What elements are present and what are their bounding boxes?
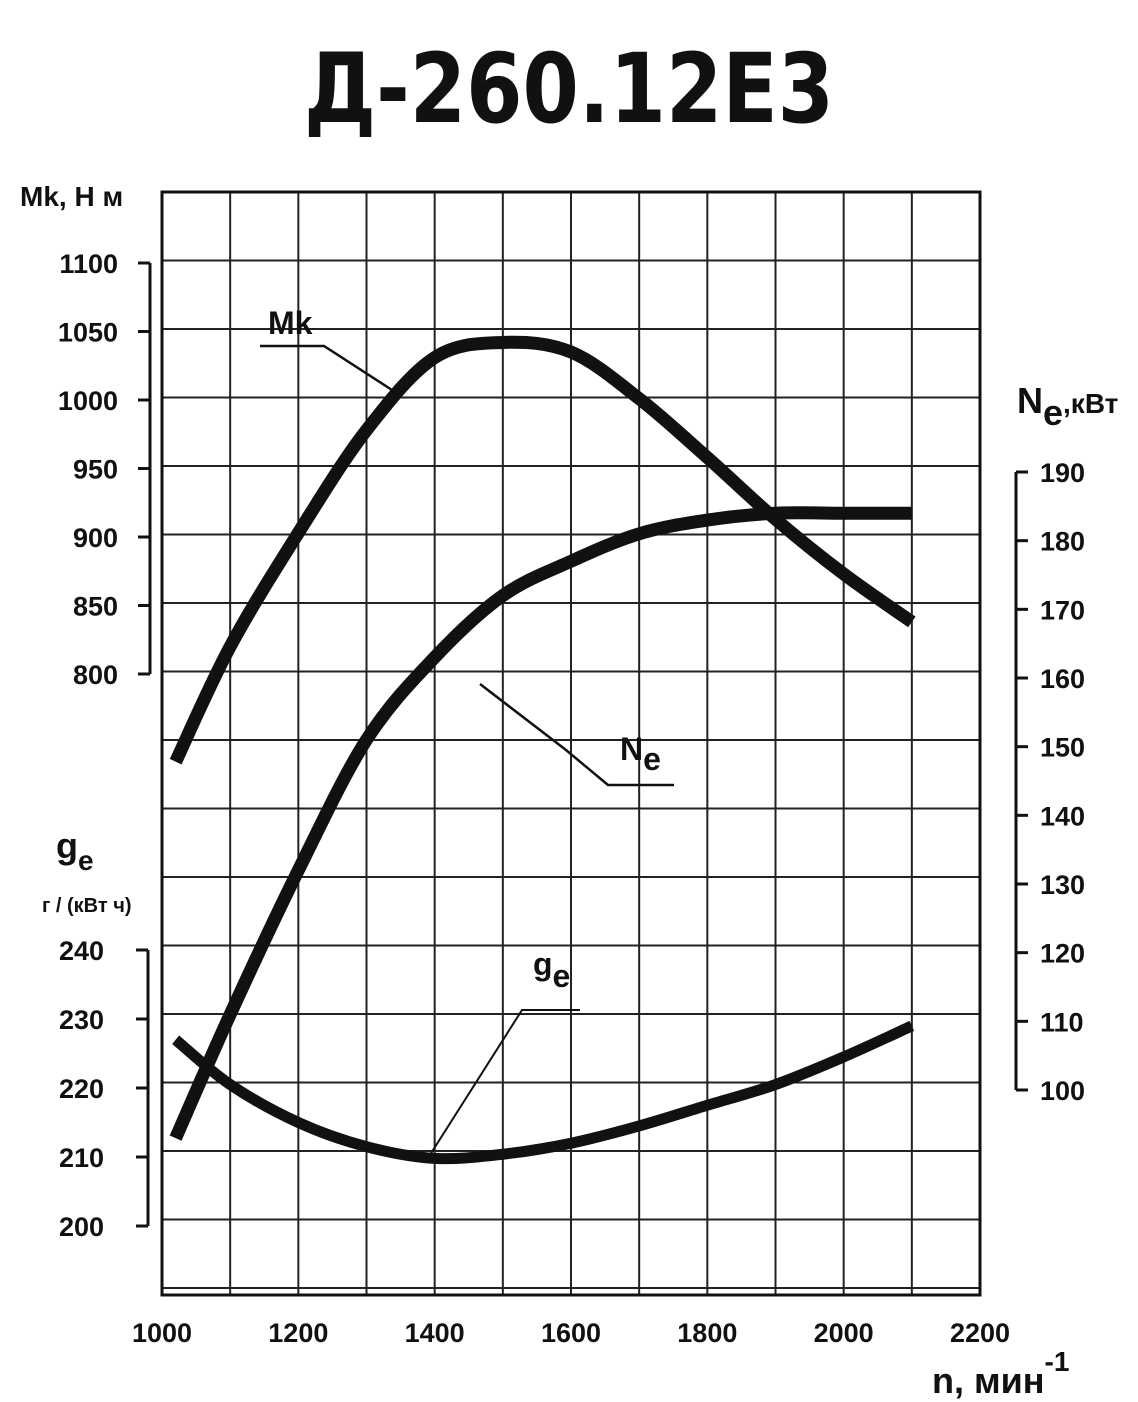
consumption-axis-title-main: g (56, 825, 78, 866)
power-tick-label: 170 (1040, 595, 1085, 625)
series-label-ge-sub: e (553, 958, 571, 994)
torque-tick-label: 800 (73, 660, 118, 690)
consumption-tick-label: 210 (59, 1143, 104, 1173)
series-label-mk: Mk (268, 305, 313, 341)
power-tick-label: 180 (1040, 527, 1085, 557)
axes: 1000 1200 1400 1600 1800 2000 2200 800 850 900 950… (58, 249, 1085, 1348)
torque-tick-label: 900 (73, 523, 118, 553)
power-tick-label: 160 (1040, 664, 1085, 694)
x-tick-label: 1800 (677, 1318, 737, 1348)
power-axis-title-unit: ,кВт (1063, 388, 1118, 419)
series-line-power (169, 506, 912, 1141)
series-label-ge: ge (533, 946, 570, 994)
power-tick-label: 140 (1040, 801, 1085, 831)
plot-frame (160, 190, 982, 1297)
power-tick-label: 120 (1040, 939, 1085, 969)
x-tick-label: 2000 (814, 1318, 874, 1348)
x-tick-label: 2200 (950, 1318, 1010, 1348)
torque-tick-label: 1000 (58, 386, 118, 416)
torque-tick-label: 850 (73, 592, 118, 622)
curve-labels: Mk Ne ge (260, 305, 674, 1159)
torque-tick-label: 1100 (59, 249, 118, 279)
x-tick-label: 1000 (132, 1318, 192, 1348)
series-leader-ge (427, 1009, 580, 1159)
power-tick-label: 110 (1040, 1007, 1084, 1037)
x-axis-title-sup: -1 (1045, 1346, 1070, 1377)
power-axis-title: Ne,кВт (1017, 380, 1118, 433)
grid (160, 190, 982, 1297)
consumption-tick-label: 230 (59, 1005, 104, 1035)
chart-title: Д-260.12Е3 (304, 33, 834, 145)
torque-axis-title: Mk, Н м (20, 181, 123, 212)
x-tick-label: 1400 (405, 1318, 465, 1348)
x-tick-label: 1600 (541, 1318, 601, 1348)
series-label-ne-main: N (620, 731, 643, 767)
consumption-axis-unit: г / (кВт ч) (42, 895, 131, 917)
series-leader-ne (479, 683, 674, 787)
consumption-axis-title: ge (56, 825, 94, 876)
power-tick-label: 130 (1040, 870, 1085, 900)
consumption-tick-label: 200 (59, 1212, 104, 1242)
x-axis-title-main: n, мин (932, 1360, 1045, 1401)
power-axis-title-sub: e (1043, 392, 1063, 433)
x-axis-title: n, мин-1 (932, 1346, 1069, 1401)
consumption-tick-label: 240 (59, 936, 104, 966)
series-line-torque (169, 335, 916, 765)
torque-tick-label: 950 (73, 455, 118, 485)
consumption-tick-label: 220 (59, 1074, 104, 1104)
power-tick-label: 190 (1040, 458, 1085, 488)
series-leader-mk (260, 344, 393, 392)
series-line-consumption (172, 1020, 915, 1165)
curves (169, 335, 916, 1165)
series-label-ne: Ne (620, 731, 661, 777)
power-tick-label: 100 (1040, 1076, 1085, 1106)
torque-tick-label: 1050 (58, 318, 118, 348)
power-tick-label: 150 (1040, 733, 1085, 763)
consumption-axis-title-sub: e (78, 845, 94, 876)
power-axis-title-main: N (1017, 380, 1043, 421)
series-label-ne-sub: e (643, 741, 661, 777)
x-tick-label: 1200 (268, 1318, 328, 1348)
series-label-ge-main: g (533, 946, 553, 982)
